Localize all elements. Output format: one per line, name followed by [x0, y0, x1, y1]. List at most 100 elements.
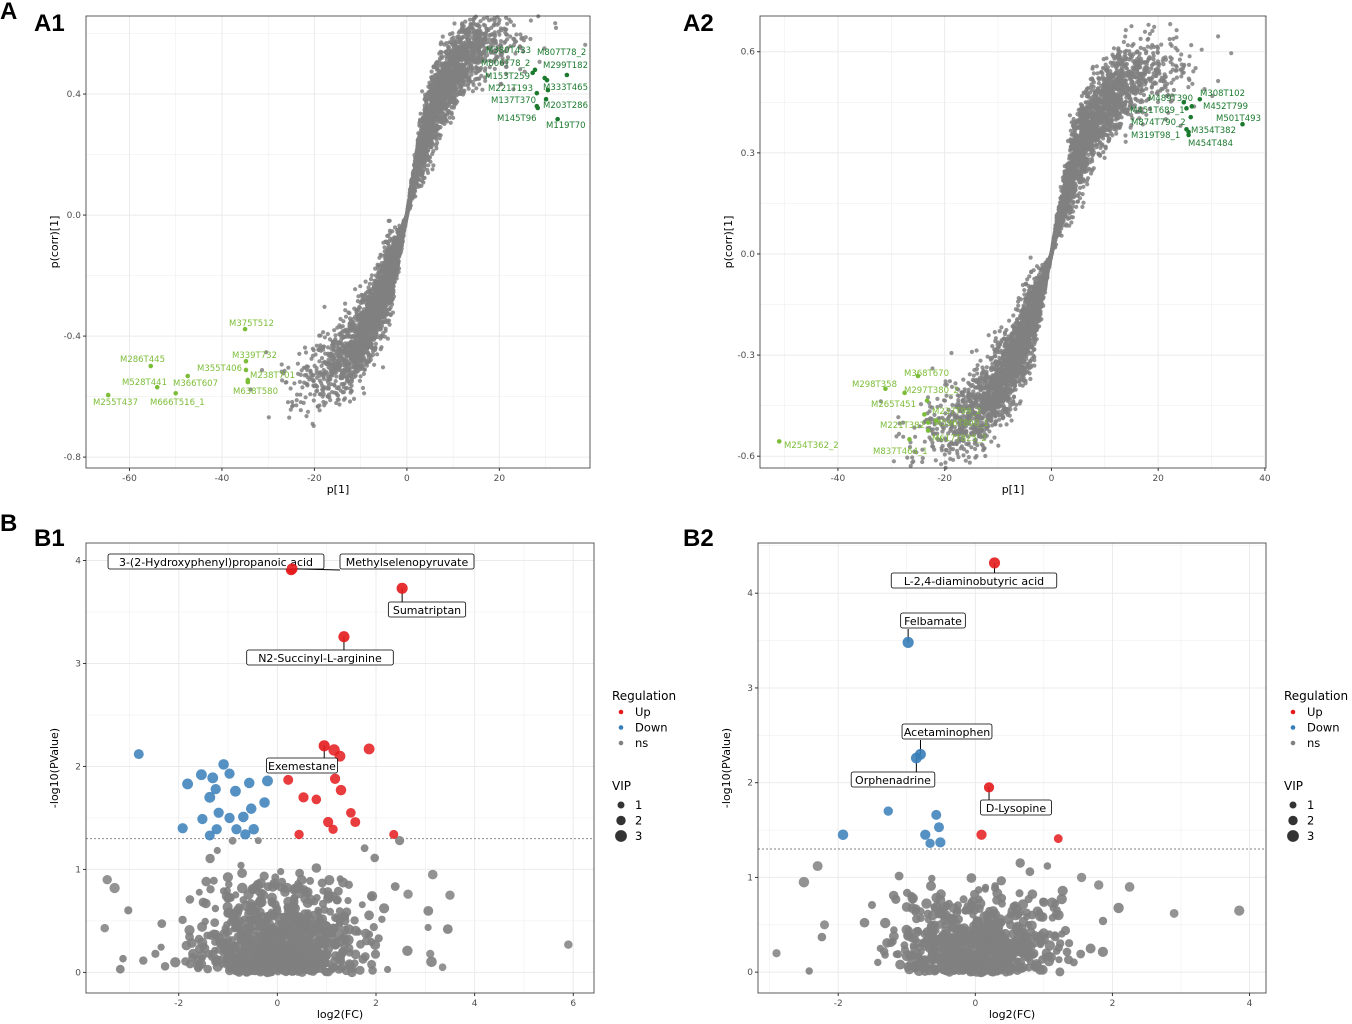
ns-point	[310, 377, 315, 382]
ns-point	[311, 348, 316, 353]
ns-point	[354, 334, 359, 340]
ns-point	[337, 402, 342, 407]
ns-point	[518, 32, 523, 37]
ns-point	[342, 359, 347, 364]
ns-point	[342, 368, 347, 373]
ns-point	[408, 196, 413, 201]
ns-point	[357, 354, 362, 360]
x-tick-label: -60	[122, 474, 137, 484]
ns-point	[445, 63, 451, 68]
ns-point	[381, 240, 386, 245]
ns-point	[499, 39, 504, 44]
ns-point	[279, 362, 284, 367]
ns-point	[338, 347, 343, 352]
ns-point	[447, 99, 452, 104]
ns-point	[367, 340, 372, 345]
ns-point	[537, 59, 542, 64]
ns-point	[503, 39, 508, 44]
ns-point	[470, 89, 475, 94]
chart-a1: A1-60 -40 -20 0 20-0.8-0.40.00.4p[1]p(corr)[…	[34, 10, 591, 496]
ns-point	[383, 253, 388, 258]
ns-point	[288, 386, 293, 391]
ns-point	[422, 134, 427, 139]
ns-point	[356, 323, 361, 328]
ns-point	[367, 281, 372, 286]
ns-point	[346, 378, 351, 383]
ns-point	[387, 251, 393, 256]
ns-point	[417, 123, 422, 128]
ns-point	[436, 85, 441, 90]
ns-point	[363, 292, 368, 297]
ns-point	[308, 392, 313, 397]
ns-point	[358, 337, 363, 342]
ns-point	[511, 23, 516, 28]
ns-point	[359, 359, 364, 364]
ns-point	[383, 326, 388, 331]
ns-point	[305, 409, 311, 414]
ns-point	[433, 93, 439, 98]
ns-point	[395, 249, 400, 254]
ns-point	[303, 395, 308, 400]
ns-point	[298, 400, 303, 405]
ns-point	[381, 286, 386, 291]
ns-point	[364, 361, 369, 366]
ns-point	[358, 374, 363, 379]
ns-point	[441, 84, 446, 89]
ns-point	[469, 62, 474, 67]
ns-point	[431, 163, 436, 168]
ns-point	[280, 378, 285, 383]
ns-point	[450, 31, 455, 36]
ns-point	[439, 40, 444, 45]
ns-point	[435, 123, 440, 129]
ns-point	[325, 361, 330, 366]
ns-point	[341, 382, 346, 387]
ns-point	[318, 392, 323, 397]
ns-point	[336, 340, 341, 345]
ns-point	[391, 245, 396, 250]
ns-point	[469, 30, 474, 35]
ns-point	[449, 48, 454, 53]
ns-point	[266, 415, 271, 420]
ns-point	[420, 89, 425, 94]
ns-point	[364, 345, 369, 350]
ns-point	[487, 37, 492, 42]
ns-point	[397, 223, 402, 228]
ns-point	[440, 34, 445, 39]
ns-point	[391, 267, 396, 272]
ns-point	[312, 363, 317, 368]
ns-point	[375, 352, 380, 357]
ns-point	[366, 351, 371, 356]
ns-point	[334, 365, 339, 370]
ns-point	[318, 343, 323, 348]
ns-point	[553, 25, 559, 30]
ns-point	[362, 391, 367, 396]
ns-point	[449, 112, 454, 117]
ns-point	[471, 37, 476, 42]
ns-point	[323, 400, 328, 405]
ns-point	[417, 139, 422, 144]
ns-point	[313, 352, 318, 357]
ns-point	[399, 249, 404, 254]
ns-point	[357, 378, 362, 383]
ns-point	[455, 37, 460, 42]
ns-point	[461, 24, 466, 29]
ns-point	[364, 320, 369, 325]
ns-point	[583, 42, 588, 47]
ns-point	[344, 334, 349, 339]
ns-point	[369, 273, 374, 278]
ns-point	[347, 334, 352, 339]
ns-point	[286, 365, 291, 370]
ns-point	[311, 423, 316, 428]
ns-point	[381, 304, 386, 309]
ns-point	[303, 350, 309, 355]
ns-point	[455, 52, 460, 58]
ns-point	[314, 375, 319, 380]
ns-point	[315, 404, 320, 409]
ns-point	[397, 231, 402, 236]
ns-point	[353, 373, 358, 378]
ns-point	[485, 27, 490, 32]
y-tick-label: 0.0	[67, 211, 82, 221]
ns-point	[424, 152, 429, 157]
ns-point	[321, 344, 327, 349]
ns-point	[492, 34, 497, 39]
